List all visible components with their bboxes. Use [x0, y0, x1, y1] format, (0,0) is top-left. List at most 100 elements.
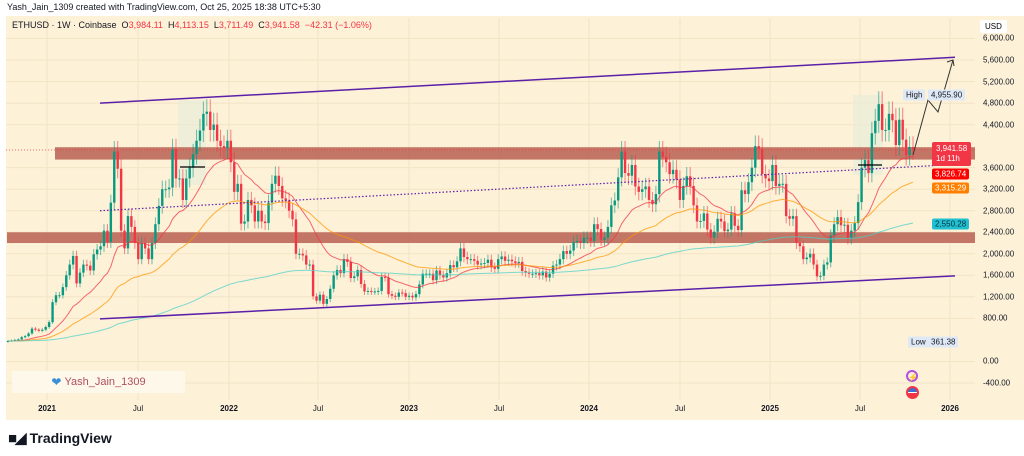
- us-flag-icon[interactable]: [906, 386, 919, 399]
- candle-body: [661, 151, 664, 157]
- candle-body: [34, 328, 37, 330]
- candle-body: [212, 124, 215, 130]
- highlight-box: [178, 100, 206, 185]
- candle-body: [853, 223, 856, 231]
- candle-body: [850, 230, 853, 239]
- candle-body: [431, 273, 435, 281]
- candle-body: [908, 146, 911, 156]
- candle-body: [743, 190, 747, 195]
- change-value: −42.31 (−1.06%): [304, 20, 372, 30]
- low-value: 3,711.49: [218, 20, 254, 30]
- event-icon[interactable]: ⚡: [906, 370, 918, 382]
- candle-body: [757, 146, 760, 149]
- candle-body: [404, 293, 407, 297]
- candle-body: [562, 251, 565, 260]
- candle-body: [675, 169, 678, 180]
- candle-body: [568, 250, 572, 254]
- candle-body: [723, 221, 726, 232]
- candle-body: [68, 264, 71, 276]
- candle-body: [178, 178, 181, 180]
- price-tick-label: 1,200.00: [983, 292, 1015, 302]
- candle-body: [263, 221, 267, 224]
- candle-body: [335, 269, 339, 276]
- candle-body: [89, 265, 92, 271]
- candle-body: [377, 290, 380, 292]
- candle-body: [668, 162, 671, 175]
- price-tick-label: 2,000.00: [983, 249, 1015, 259]
- candle-body: [582, 237, 586, 244]
- candle-body: [599, 229, 603, 240]
- candle-body: [527, 272, 531, 274]
- candle-body: [510, 259, 514, 262]
- candle-body: [85, 264, 89, 266]
- candle-body: [119, 168, 123, 231]
- ema-mid-tag: 3,315.29: [932, 182, 970, 194]
- ema-fast-line: [7, 155, 914, 342]
- candle-body: [6, 340, 10, 342]
- candle-body: [606, 226, 610, 238]
- price-tick-label: 1,600.00: [983, 270, 1015, 280]
- candle-body: [277, 175, 281, 186]
- candle-body: [863, 160, 867, 168]
- low-marker-value: 361.38: [928, 336, 959, 348]
- channel-lower-line: [99, 275, 956, 320]
- candle-body: [579, 240, 582, 244]
- candle-body: [473, 259, 476, 261]
- candle-body: [826, 262, 829, 265]
- candle-body: [284, 198, 287, 201]
- time-tick-label: Jul: [674, 404, 686, 413]
- candle-body: [466, 257, 469, 260]
- currency-label[interactable]: USD: [980, 20, 1007, 33]
- candle-body: [133, 226, 137, 244]
- last-price: 3,941.58: [936, 144, 968, 153]
- candle-body: [205, 111, 209, 114]
- candle-body: [47, 322, 51, 327]
- candle-body: [318, 294, 322, 301]
- candle-body: [157, 205, 161, 225]
- channel-mid-line: [99, 163, 956, 212]
- candle-body: [71, 255, 75, 265]
- candle-body: [174, 149, 178, 179]
- price-tick-label: 3,200.00: [983, 184, 1015, 194]
- candle-body: [349, 261, 353, 279]
- candle-body: [575, 240, 579, 242]
- candle-body: [342, 259, 346, 274]
- candle-body: [442, 275, 445, 278]
- price-tick-label: 4,800.00: [983, 98, 1015, 108]
- candle-body: [236, 183, 239, 192]
- candle-body: [798, 243, 802, 247]
- candle-body: [719, 218, 723, 222]
- candle-body: [260, 210, 263, 222]
- candle-body: [198, 130, 202, 141]
- price-tick-label: -400.00: [983, 378, 1011, 388]
- time-tick-label: 2023: [400, 404, 418, 413]
- candle-body: [891, 113, 894, 121]
- candle-body: [171, 149, 174, 188]
- candle-body: [778, 183, 781, 186]
- candle-body: [428, 273, 431, 275]
- price-tick-label: 4,400.00: [983, 120, 1015, 130]
- high-marker-value: 4,955.90: [928, 89, 966, 101]
- candle-body: [658, 151, 661, 195]
- candle-body: [829, 235, 832, 263]
- candle-body: [692, 185, 695, 206]
- candle-body: [167, 187, 171, 190]
- price-tick-label: 5,200.00: [983, 77, 1015, 87]
- candle-body: [884, 129, 887, 131]
- price-tick-label: 3,600.00: [983, 163, 1015, 173]
- resistance-zone: [7, 232, 975, 244]
- candle-body: [860, 167, 863, 203]
- candle-body: [425, 273, 428, 275]
- candle-body: [387, 277, 390, 295]
- candle-body: [353, 276, 356, 279]
- tradingview-logo: ■◢ TradingView: [8, 429, 112, 447]
- candle-body: [181, 178, 185, 200]
- candle-body: [383, 276, 387, 278]
- symbol-label[interactable]: ETHUSD · 1W · Coinbase: [12, 20, 117, 30]
- close-label: C: [258, 20, 265, 30]
- open-label: O: [121, 20, 129, 30]
- candle-body: [589, 237, 592, 241]
- projection-arrowhead: [946, 59, 955, 67]
- candle-body: [795, 216, 798, 244]
